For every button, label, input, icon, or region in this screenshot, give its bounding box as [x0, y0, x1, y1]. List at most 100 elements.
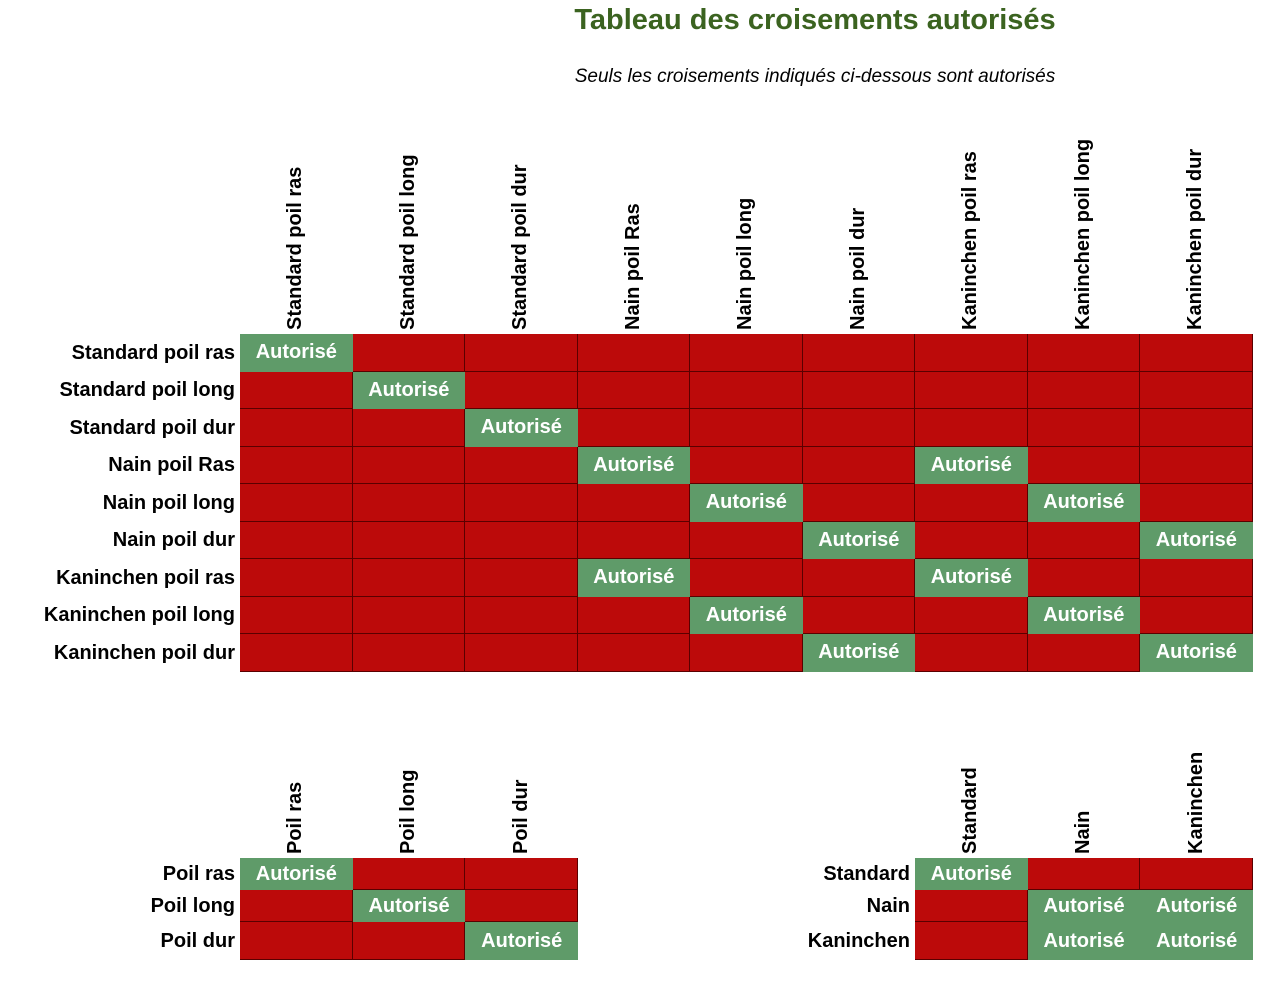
cell-blocked [465, 890, 579, 922]
cell-blocked [1027, 334, 1140, 372]
cell-blocked [352, 484, 465, 522]
cell-blocked [1027, 521, 1140, 559]
cell-allowed: Autorisé [465, 409, 578, 447]
cell-blocked [915, 596, 1028, 634]
column-header: Poil dur [509, 779, 532, 854]
cell-blocked [465, 371, 578, 409]
cell-allowed: Autorisé [1140, 922, 1254, 960]
cell-blocked [690, 634, 803, 672]
cell-allowed: Autorisé [1140, 890, 1254, 922]
cell-blocked [352, 559, 465, 597]
cell-blocked [802, 446, 915, 484]
cell-blocked [465, 446, 578, 484]
cell-allowed: Autorisé [1140, 634, 1253, 672]
cell-blocked [1027, 559, 1140, 597]
cell-blocked [240, 409, 353, 447]
cell-blocked [1027, 634, 1140, 672]
cell-blocked [352, 922, 466, 960]
cell-blocked [802, 334, 915, 372]
cell-blocked [690, 409, 803, 447]
row-header: Kaninchen [807, 930, 910, 952]
column-header: Kaninchen poil ras [959, 151, 982, 330]
cell-blocked [577, 371, 690, 409]
cell-allowed: Autorisé [1027, 596, 1140, 634]
row-header: Standard poil dur [69, 416, 235, 439]
cell-blocked [240, 922, 353, 960]
row-header: Nain poil Ras [108, 454, 235, 477]
cell-blocked [240, 890, 353, 922]
column-header: Nain [1072, 810, 1095, 854]
cell-blocked [690, 371, 803, 409]
cell-allowed: Autorisé [240, 334, 353, 372]
cell-blocked [352, 334, 465, 372]
row-header: Poil dur [160, 930, 235, 952]
cell-blocked [577, 521, 690, 559]
cell-blocked [577, 634, 690, 672]
row-header: Poil ras [162, 863, 235, 885]
column-header: Standard poil ras [284, 166, 307, 330]
cell-blocked [352, 634, 465, 672]
cell-blocked [802, 409, 915, 447]
cell-blocked [690, 446, 803, 484]
cell-allowed: Autorisé [577, 446, 690, 484]
column-header: Standard poil dur [509, 164, 532, 330]
cell-allowed: Autorisé [802, 521, 915, 559]
row-header: Poil long [150, 895, 235, 917]
cell-blocked [690, 521, 803, 559]
cell-blocked [352, 858, 466, 890]
cell-blocked [240, 521, 353, 559]
cell-allowed: Autorisé [465, 922, 579, 960]
cell-blocked [690, 559, 803, 597]
cell-blocked [577, 409, 690, 447]
cell-blocked [352, 596, 465, 634]
cell-allowed: Autorisé [915, 446, 1028, 484]
cell-allowed: Autorisé [352, 890, 466, 922]
cell-allowed: Autorisé [1027, 922, 1141, 960]
cell-blocked [240, 484, 353, 522]
cell-blocked [802, 596, 915, 634]
row-header: Kaninchen poil ras [56, 566, 235, 589]
cell-blocked [915, 371, 1028, 409]
cell-blocked [915, 922, 1028, 960]
cell-blocked [465, 559, 578, 597]
column-header: Poil long [397, 769, 420, 854]
row-header: Nain poil dur [112, 529, 235, 552]
cell-allowed: Autorisé [690, 596, 803, 634]
cell-blocked [1140, 858, 1254, 890]
cell-blocked [465, 858, 579, 890]
cell-blocked [1140, 409, 1253, 447]
cell-blocked [915, 409, 1028, 447]
cell-allowed: Autorisé [240, 858, 353, 890]
cell-blocked [465, 596, 578, 634]
column-header: Nain poil dur [846, 207, 869, 330]
cell-blocked [352, 409, 465, 447]
cell-blocked [577, 334, 690, 372]
cell-blocked [1140, 446, 1253, 484]
cell-blocked [1027, 371, 1140, 409]
cell-allowed: Autorisé [577, 559, 690, 597]
column-header: Kaninchen [1184, 751, 1207, 854]
column-header: Nain poil long [734, 197, 757, 330]
row-header: Kaninchen poil long [43, 604, 235, 627]
column-header: Standard poil long [396, 154, 419, 330]
row-header: Standard [823, 863, 910, 885]
row-header: Standard poil long [59, 379, 235, 402]
cell-blocked [1140, 334, 1253, 372]
cell-allowed: Autorisé [915, 858, 1028, 890]
cell-blocked [1027, 858, 1141, 890]
cell-blocked [1140, 559, 1253, 597]
cell-allowed: Autorisé [1027, 484, 1140, 522]
cell-blocked [1140, 484, 1253, 522]
column-header: Poil ras [284, 781, 307, 854]
cell-allowed: Autorisé [1027, 890, 1141, 922]
cell-blocked [577, 596, 690, 634]
cell-blocked [1140, 371, 1253, 409]
cell-blocked [802, 559, 915, 597]
cell-blocked [915, 634, 1028, 672]
cell-blocked [690, 334, 803, 372]
cell-blocked [915, 521, 1028, 559]
title: Tableau des croisements autorisés [574, 4, 1056, 36]
cell-allowed: Autorisé [690, 484, 803, 522]
cell-blocked [465, 521, 578, 559]
